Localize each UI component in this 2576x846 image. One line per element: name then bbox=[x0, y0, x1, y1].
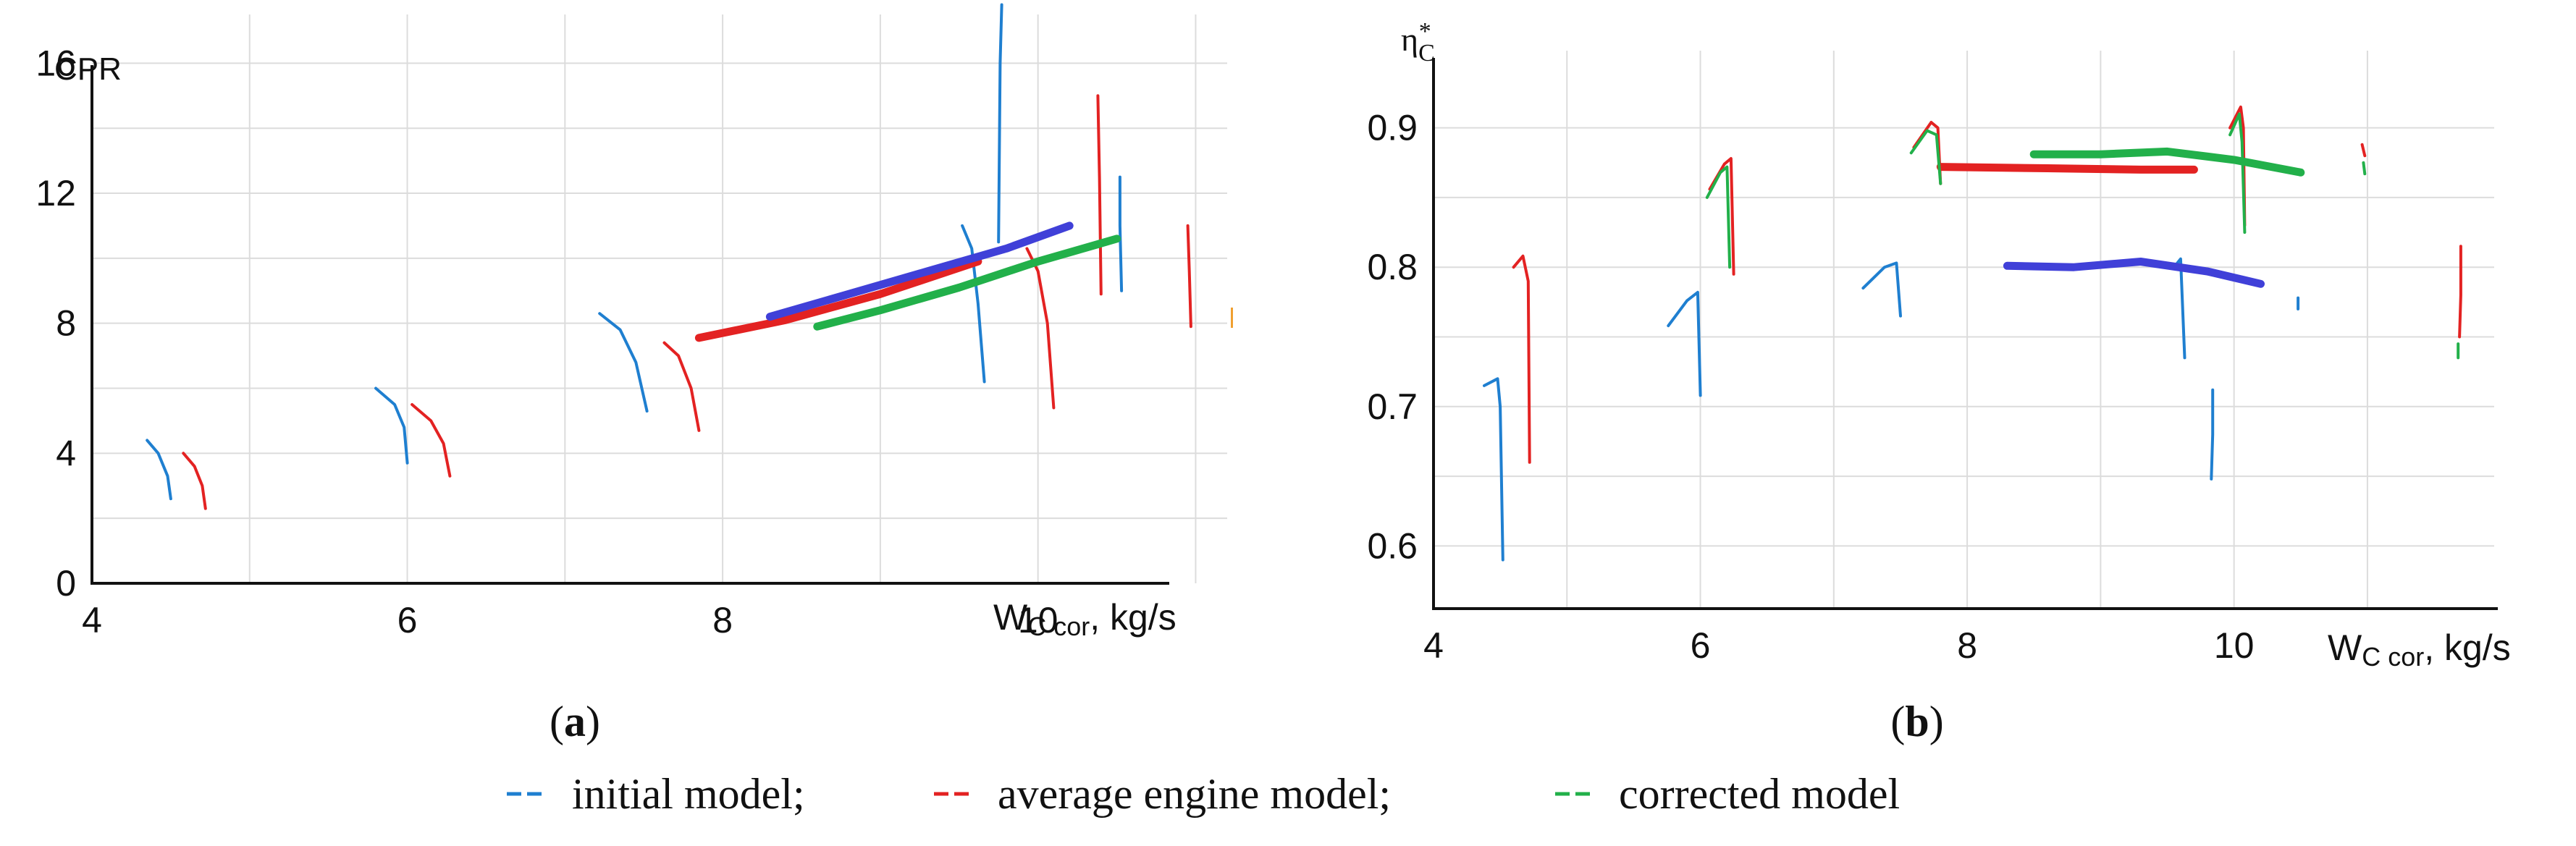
panel-b-grid bbox=[1434, 51, 2494, 609]
series-line-average bbox=[2458, 245, 2462, 339]
series-line-corrected bbox=[813, 234, 1121, 331]
panel-b-x-tick-labels: 4 6 8 10 bbox=[1423, 625, 2254, 666]
series-line-average bbox=[1096, 94, 1103, 296]
stray-mark bbox=[1231, 308, 1233, 328]
panel-a-x-axis-label: WC cor, kg/s bbox=[993, 597, 1177, 641]
x-tick-label: 10 bbox=[2214, 625, 2255, 666]
y-tick-label: 16 bbox=[35, 43, 76, 83]
series-line-extra bbox=[2003, 258, 2265, 288]
x-tick-label: 10 bbox=[1018, 600, 1058, 640]
series-line-extra bbox=[765, 221, 1074, 321]
series-line-corrected bbox=[1909, 129, 1942, 185]
y-tick-label: 12 bbox=[35, 173, 76, 213]
series-line-average bbox=[182, 452, 207, 510]
series-line-corrected bbox=[2029, 147, 2305, 177]
series-line-initial bbox=[1861, 261, 1902, 318]
panel-a-x-tick-labels: 4 6 8 10 bbox=[82, 600, 1058, 640]
x-tick-label: 8 bbox=[1957, 625, 1977, 666]
caption-a: (a) bbox=[550, 698, 600, 745]
series-line-average bbox=[1512, 254, 1531, 464]
panel-b-chart: 0.6 0.7 0.8 0.9 4 6 8 10 ηC* WC cor, kg/s bbox=[1367, 18, 2510, 672]
series-line-corrected bbox=[1705, 165, 1732, 269]
legend-label-initial: initial model; bbox=[572, 770, 805, 818]
x-tick-label: 8 bbox=[712, 600, 733, 640]
panel-b-y-tick-labels: 0.6 0.7 0.8 0.9 bbox=[1367, 108, 1418, 567]
panel-a-y-axis-label: CPR bbox=[54, 51, 122, 87]
series-line-average bbox=[411, 403, 452, 478]
series-line-average bbox=[1936, 163, 2198, 174]
series-line-initial bbox=[961, 224, 986, 384]
series-line-initial bbox=[1483, 377, 1504, 562]
series-line-corrected bbox=[2228, 112, 2247, 234]
x-tick-label: 4 bbox=[82, 600, 102, 640]
caption-b: (b) bbox=[1890, 698, 1943, 745]
x-tick-label: 4 bbox=[1423, 625, 1444, 666]
series-line-average bbox=[694, 257, 982, 342]
panel-a-y-tick-labels: 0 4 8 12 16 bbox=[35, 43, 76, 604]
series-line-initial bbox=[598, 312, 649, 413]
series-line-initial bbox=[1667, 290, 1702, 397]
panel-a-grid bbox=[92, 14, 1227, 583]
legend-label-average: average engine model; bbox=[998, 770, 1391, 818]
y-tick-label: 8 bbox=[56, 303, 76, 344]
series-line-initial bbox=[146, 439, 172, 501]
series-line-average bbox=[2360, 143, 2367, 158]
x-tick-label: 6 bbox=[397, 600, 418, 640]
series-line-initial bbox=[997, 3, 1003, 244]
y-tick-label: 0.8 bbox=[1367, 247, 1418, 287]
legend: initial model; average engine model; cor… bbox=[507, 770, 1900, 818]
series-line-corrected bbox=[2362, 161, 2367, 176]
series-line-initial bbox=[2172, 257, 2186, 360]
y-tick-label: 0 bbox=[56, 563, 76, 604]
panel-b-x-axis-label: WC cor, kg/s bbox=[2328, 627, 2511, 672]
series-line-initial bbox=[2210, 388, 2215, 481]
series-line-average bbox=[1025, 247, 1056, 410]
series-line-initial bbox=[374, 386, 409, 465]
y-tick-label: 4 bbox=[56, 433, 76, 473]
legend-label-corrected: corrected model bbox=[1619, 770, 1900, 818]
panel-b-y-axis-label: ηC* bbox=[1401, 18, 1435, 67]
panel-b-series bbox=[1483, 105, 2462, 562]
x-tick-label: 6 bbox=[1691, 625, 1711, 666]
series-line-average bbox=[662, 341, 701, 432]
series-line-average bbox=[1186, 224, 1192, 329]
y-tick-label: 0.7 bbox=[1367, 386, 1418, 427]
series-line-initial bbox=[1118, 175, 1124, 292]
y-tick-label: 0.9 bbox=[1367, 108, 1418, 148]
y-tick-label: 0.6 bbox=[1367, 525, 1418, 566]
panel-a-series bbox=[146, 3, 1192, 510]
